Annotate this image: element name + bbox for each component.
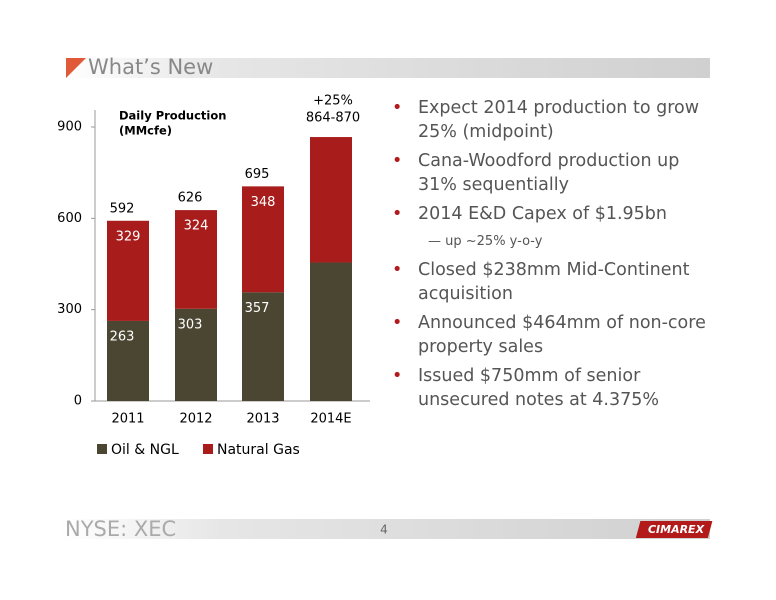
footer-bar [60,519,710,539]
slide-title: What’s New [88,55,213,79]
bullet: 2014 E&D Capex of $1.95bn [392,202,712,226]
total-label: 592 [110,201,135,216]
chart-title: Daily Production [119,109,226,123]
value-label: 329 [116,229,141,244]
bullet: Issued $750mm of senior unsecured notes … [392,364,712,412]
y-tick-label: 600 [57,211,82,226]
logo-box [635,521,713,538]
bar-segment [242,292,284,401]
value-label: 357 [245,301,270,316]
chart-subtitle: (MMcfe) [119,124,172,138]
value-label: 324 [184,219,209,234]
legend-label: Natural Gas [217,442,300,458]
page-number: 4 [380,523,388,537]
value-label: 303 [178,317,203,332]
total-label: 626 [178,191,203,206]
bar-segment [310,262,352,401]
total-label: 695 [245,167,270,182]
x-tick-label: 2014E [310,412,351,427]
value-label: 348 [251,195,276,210]
value-label: 263 [110,329,135,344]
sub-bullet: — up ~25% y-o-y [428,234,543,249]
bullet: Cana-Woodford production up 31% sequenti… [392,149,712,197]
bullet: Closed $238mm Mid-Continent acquisition [392,258,712,306]
logo: CIMAREX [648,523,705,536]
ticker: NYSE: XEC [65,517,176,541]
x-tick-label: 2012 [179,412,212,427]
annotation: +25% [313,94,353,109]
bullet: Expect 2014 production to grow 25% (midp… [392,96,712,144]
bar-segment [242,186,284,293]
bullet-list: Expect 2014 production to grow 25% (midp… [392,96,712,417]
bar-segment [107,320,149,401]
x-tick-label: 2013 [246,412,279,427]
bar-segment [107,220,149,321]
bullet: Announced $464mm of non-core property sa… [392,311,712,359]
y-tick-label: 900 [57,120,82,135]
x-tick-label: 2011 [111,412,144,427]
bar-segment [310,137,352,263]
bar-segment [175,210,217,309]
y-tick-label: 300 [57,302,82,317]
bar-segment [175,308,217,401]
legend-swatch [97,444,107,454]
legend-label: Oil & NGL [111,442,179,458]
title-triangle [66,58,86,78]
legend-swatch [203,444,213,454]
y-tick-label: 0 [74,394,82,409]
annotation: 864-870 [306,111,360,126]
title-bar [60,58,710,78]
